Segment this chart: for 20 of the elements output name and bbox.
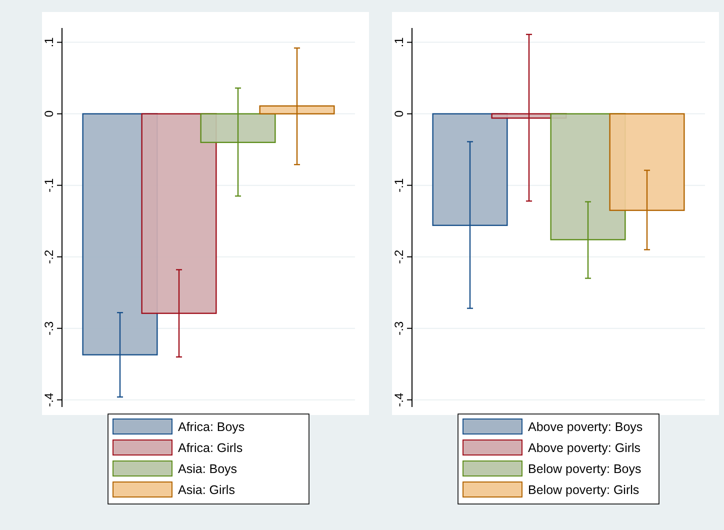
y-tick-label: -.1 [42,178,56,192]
y-tick-label: -.3 [42,321,56,336]
y-tick-label: .1 [42,36,56,48]
legend-label: Below poverty: Boys [528,462,642,476]
legend-label: Above poverty: Girls [528,441,641,455]
y-tick-label: -.4 [392,392,406,407]
legend-label: Africa: Boys [178,420,245,434]
legend-label: Asia: Girls [178,483,235,497]
y-tick-label: -.4 [42,392,56,407]
legend-label: Above poverty: Boys [528,420,643,434]
legend-label: Africa: Girls [178,441,243,455]
y-tick-label: 0 [392,110,406,118]
y-tick-label: 0 [42,110,56,118]
y-tick-label: -.1 [392,178,406,192]
y-tick-label: .1 [392,36,406,48]
legend-label: Asia: Boys [178,462,238,476]
y-tick-label: -.2 [392,250,406,264]
legend-label: Below poverty: Girls [528,483,640,497]
y-tick-label: -.3 [392,321,406,336]
y-tick-label: -.2 [42,250,56,264]
